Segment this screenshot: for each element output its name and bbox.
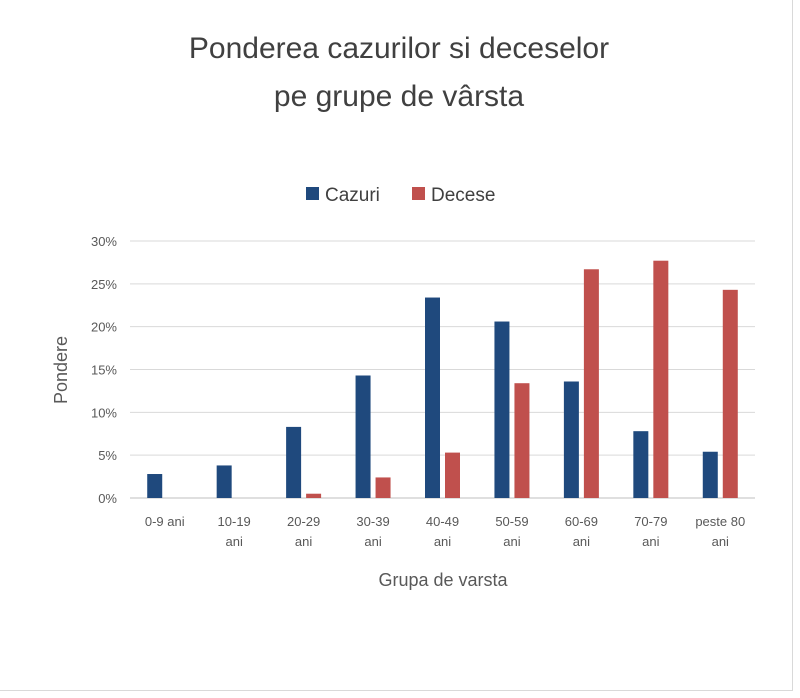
legend-label-decese: Decese xyxy=(431,185,495,206)
bar-cazuri-7 xyxy=(633,431,649,498)
bar-cazuri-4 xyxy=(425,297,440,498)
y-axis-ticks: 0% 5% 10% 15% 20% 25% 30% xyxy=(91,234,117,506)
y-tick-label: 25% xyxy=(91,277,117,292)
x-tick-label: 0-9 ani xyxy=(145,514,185,529)
chart: Ponderea cazurilor si deceselor pe grupe… xyxy=(51,32,755,590)
bar-cazuri-0 xyxy=(147,474,163,498)
y-tick-label: 0% xyxy=(98,491,117,506)
x-tick-label: 70-79 ani xyxy=(634,514,667,549)
bar-cazuri-5 xyxy=(494,321,510,498)
legend-swatch-decese xyxy=(412,187,425,200)
y-axis-title: Pondere xyxy=(51,336,71,404)
y-tick-label: 30% xyxy=(91,234,117,249)
legend-label-cazuri: Cazuri xyxy=(325,185,380,206)
x-tick-label: 20-29 ani xyxy=(287,514,320,549)
bar-decese-6 xyxy=(583,269,599,498)
x-axis-title: Grupa de varsta xyxy=(378,570,508,590)
x-axis-ticks: 0-9 ani 10-19 ani 20-29 ani 30-39 ani 40-49 ani 5… xyxy=(145,514,745,549)
bars xyxy=(147,260,738,498)
x-tick-label: 40-49 ani xyxy=(426,514,459,549)
gridlines xyxy=(130,240,755,499)
y-tick-label: 20% xyxy=(91,320,117,335)
bar-decese-5 xyxy=(514,383,530,498)
bar-decese-3 xyxy=(375,477,391,498)
y-tick-label: 5% xyxy=(98,448,117,463)
chart-title-line-1: Ponderea cazurilor si deceselor xyxy=(189,32,609,65)
x-tick-label: 50-59 ani xyxy=(495,514,528,549)
bar-cazuri-6 xyxy=(563,381,579,498)
y-tick-label: 10% xyxy=(91,405,117,420)
x-tick-label: 30-39 ani xyxy=(356,514,389,549)
bar-decese-2 xyxy=(306,493,322,498)
bar-cazuri-2 xyxy=(286,426,302,498)
bar-decese-4 xyxy=(445,452,460,498)
bar-decese-7 xyxy=(653,260,669,498)
x-tick-label: 10-19 ani xyxy=(218,514,251,549)
x-tick-label: 60-69 ani xyxy=(565,514,598,549)
x-tick-label: peste 80 ani xyxy=(695,514,745,549)
bar-cazuri-1 xyxy=(216,465,232,498)
bar-cazuri-3 xyxy=(355,375,371,498)
bar-decese-8 xyxy=(722,289,738,498)
bar-cazuri-8 xyxy=(702,451,718,498)
chart-title: Ponderea cazurilor si deceselor pe grupe… xyxy=(189,32,609,113)
chart-title-line-2: pe grupe de vârsta xyxy=(274,80,524,113)
y-tick-label: 15% xyxy=(91,363,117,378)
legend-swatch-cazuri xyxy=(306,187,319,200)
legend: Cazuri Decese xyxy=(306,185,495,206)
